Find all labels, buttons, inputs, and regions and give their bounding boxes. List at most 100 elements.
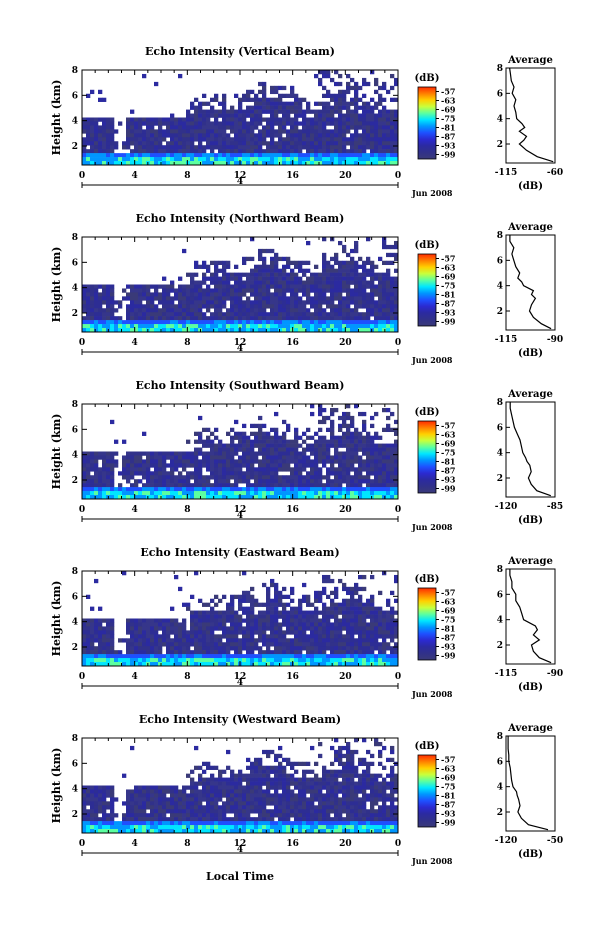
y-tick-label: 8 bbox=[72, 400, 78, 410]
x-tick-label: 4 bbox=[132, 171, 138, 181]
y-tick-label: 2 bbox=[72, 643, 78, 653]
average-y-tick-label: 2 bbox=[497, 474, 503, 484]
average-y-tick-label: 2 bbox=[497, 641, 503, 651]
colorbar-tick-label: -57 bbox=[441, 588, 455, 598]
panel-title: Echo Intensity (Northward Beam) bbox=[136, 212, 345, 225]
y-axis-label: Height (km) bbox=[50, 748, 63, 824]
colorbar-tick-label: -93 bbox=[441, 475, 456, 485]
x-tick-label: 8 bbox=[184, 505, 190, 515]
colorbar-tick-label: -81 bbox=[441, 290, 455, 300]
average-y-tick-label: 2 bbox=[497, 307, 503, 317]
colorbar-unit: (dB) bbox=[415, 407, 440, 418]
colorbar-tick-label: -75 bbox=[441, 615, 455, 625]
average-x-label: (dB) bbox=[518, 849, 543, 860]
average-y-tick-label: 8 bbox=[497, 231, 503, 241]
x-tick-label: 16 bbox=[286, 839, 299, 849]
average-frame bbox=[505, 401, 556, 498]
x-tick-label: 12 bbox=[234, 171, 247, 181]
y-tick-label: 2 bbox=[72, 810, 78, 820]
x-tick-label: 0 bbox=[395, 171, 401, 181]
colorbar-tick-label: -87 bbox=[441, 132, 455, 142]
average-x-tick-label: -60 bbox=[547, 168, 563, 178]
average-x-tick-label: -50 bbox=[547, 836, 563, 846]
y-tick-label: 6 bbox=[72, 425, 78, 435]
y-axis-label: Height (km) bbox=[50, 414, 63, 490]
date-label: Jun 2008 bbox=[411, 856, 453, 866]
average-title: Average bbox=[507, 556, 553, 567]
average-x-tick-label: -90 bbox=[547, 669, 563, 679]
average-x-label: (dB) bbox=[518, 682, 543, 693]
x-tick-label: 0 bbox=[395, 338, 401, 348]
y-tick-label: 6 bbox=[72, 592, 78, 602]
heatmap bbox=[82, 237, 399, 333]
colorbar-tick-label: -93 bbox=[441, 308, 456, 318]
x-tick-label: 8 bbox=[184, 338, 190, 348]
colorbar-tick-label: -63 bbox=[441, 430, 456, 440]
colorbar-tick-label: -69 bbox=[441, 606, 456, 616]
x-tick-label: 16 bbox=[286, 171, 299, 181]
colorbar-tick-label: -63 bbox=[441, 597, 456, 607]
date-label: Jun 2008 bbox=[411, 689, 453, 699]
colorbar bbox=[417, 587, 437, 661]
heatmap bbox=[82, 70, 399, 166]
y-tick-label: 2 bbox=[72, 309, 78, 319]
colorbar-tick-label: -69 bbox=[441, 773, 456, 783]
average-y-tick-label: 6 bbox=[497, 256, 503, 266]
panel-title: Echo Intensity (Westward Beam) bbox=[139, 713, 341, 726]
colorbar-tick-label: -75 bbox=[441, 281, 455, 291]
average-profile-line bbox=[509, 569, 552, 664]
colorbar-tick-label: -63 bbox=[441, 764, 456, 774]
panel-title: Echo Intensity (Eastward Beam) bbox=[140, 546, 339, 559]
colorbar-tick-label: -75 bbox=[441, 782, 455, 792]
date-tick-label: 4 bbox=[237, 177, 243, 187]
average-profile-line bbox=[509, 402, 552, 497]
average-y-tick-label: 4 bbox=[497, 115, 503, 125]
average-y-tick-label: 6 bbox=[497, 757, 503, 767]
average-profile-line bbox=[509, 235, 552, 330]
x-tick-label: 16 bbox=[286, 338, 299, 348]
panel-4: Echo Intensity (Eastward Beam) 2 4 6 8 Height… bbox=[50, 546, 563, 699]
x-tick-label: 4 bbox=[132, 839, 138, 849]
average-title: Average bbox=[507, 389, 553, 400]
average-y-tick-label: 6 bbox=[497, 89, 503, 99]
x-tick-label: 16 bbox=[286, 505, 299, 515]
x-tick-label: 0 bbox=[79, 338, 85, 348]
average-y-tick-label: 4 bbox=[497, 616, 503, 626]
average-y-tick-label: 8 bbox=[497, 398, 503, 408]
x-tick-label: 4 bbox=[132, 672, 138, 682]
average-title: Average bbox=[507, 222, 553, 233]
x-tick-label: 4 bbox=[132, 505, 138, 515]
panel-5: Echo Intensity (Westward Beam) 2 4 6 8 Height… bbox=[50, 713, 563, 866]
y-tick-label: 6 bbox=[72, 91, 78, 101]
average-profile-line bbox=[507, 736, 549, 831]
x-tick-label: 8 bbox=[184, 839, 190, 849]
average-y-tick-label: 8 bbox=[497, 64, 503, 74]
average-title: Average bbox=[507, 723, 553, 734]
x-tick-label: 8 bbox=[184, 171, 190, 181]
date-label: Jun 2008 bbox=[411, 355, 453, 365]
y-tick-label: 6 bbox=[72, 258, 78, 268]
y-tick-label: 4 bbox=[72, 451, 78, 461]
colorbar-tick-label: -75 bbox=[441, 114, 455, 124]
average-y-tick-label: 2 bbox=[497, 808, 503, 818]
average-frame bbox=[505, 735, 556, 832]
colorbar-tick-label: -87 bbox=[441, 466, 455, 476]
date-tick-label: 4 bbox=[237, 511, 243, 521]
colorbar-tick-label: -81 bbox=[441, 123, 455, 133]
colorbar bbox=[417, 754, 437, 828]
colorbar-tick-label: -57 bbox=[441, 254, 455, 264]
y-tick-label: 4 bbox=[72, 618, 78, 628]
colorbar bbox=[417, 253, 437, 327]
colorbar-unit: (dB) bbox=[415, 240, 440, 251]
average-x-tick-label: -120 bbox=[495, 836, 518, 846]
colorbar-tick-label: -99 bbox=[441, 150, 456, 160]
x-tick-label: 20 bbox=[339, 171, 352, 181]
x-tick-label: 4 bbox=[132, 338, 138, 348]
colorbar bbox=[417, 420, 437, 494]
panel-1: Echo Intensity (Vertical Beam) 2 4 6 8 Height… bbox=[50, 45, 563, 198]
heatmap bbox=[82, 404, 399, 500]
colorbar-tick-label: -81 bbox=[441, 791, 455, 801]
panel-title: Echo Intensity (Vertical Beam) bbox=[145, 45, 335, 58]
date-tick-label: 4 bbox=[237, 344, 243, 354]
